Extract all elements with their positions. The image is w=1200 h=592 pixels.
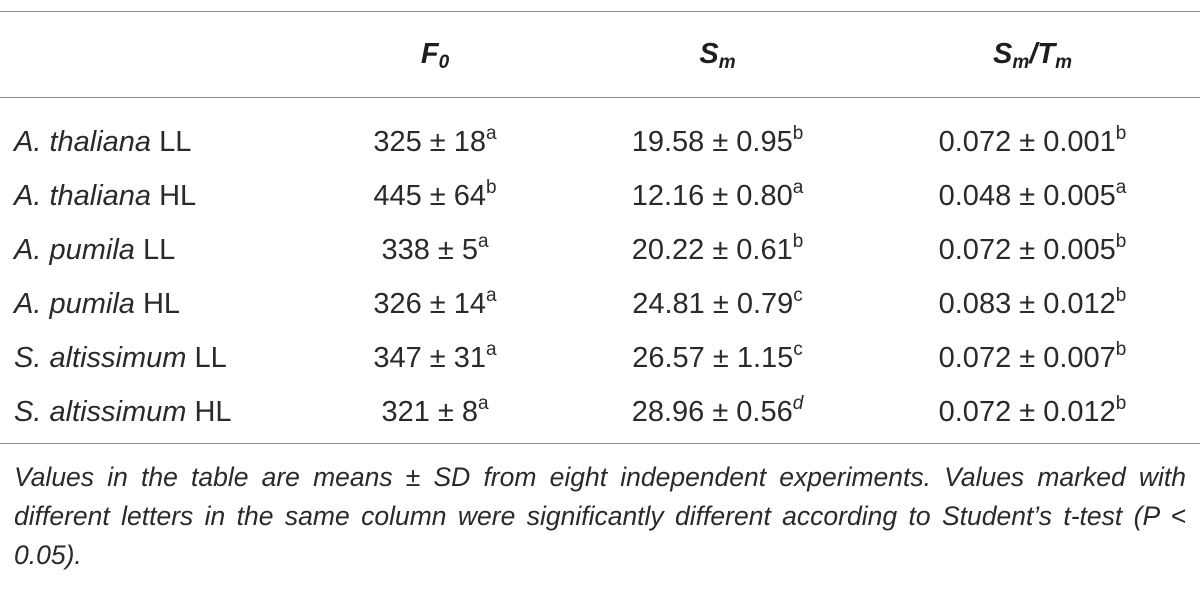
cell-f0: 326 ± 14a bbox=[373, 284, 497, 320]
row-label: A. pumila LL bbox=[0, 223, 300, 277]
cell-sm-tm: 0.083 ± 0.012b bbox=[938, 284, 1127, 320]
table-bottom-rule bbox=[0, 443, 1200, 444]
light-condition: HL bbox=[142, 287, 181, 320]
table-footnote: Values in the table are means ± SD from … bbox=[14, 462, 1186, 570]
cell-sm-tm: 0.048 ± 0.005a bbox=[938, 176, 1127, 212]
table-top-rule bbox=[0, 11, 1200, 12]
cell-sm-tm: 0.072 ± 0.012b bbox=[938, 392, 1127, 428]
light-condition: LL bbox=[142, 233, 176, 266]
table-row: A. pumila HL 326 ± 14a 24.81 ± 0.79c 0.0… bbox=[0, 277, 1200, 331]
cell-f0: 338 ± 5a bbox=[381, 230, 489, 266]
cell-sm: 28.96 ± 0.56d bbox=[631, 392, 804, 428]
cell-f0: 347 ± 31a bbox=[373, 338, 497, 374]
header-sm-tm: Sm/Tm bbox=[993, 38, 1072, 73]
table-row: S. altissimum HL 321 ± 8a 28.96 ± 0.56d … bbox=[0, 385, 1200, 439]
light-condition: HL bbox=[159, 179, 197, 212]
table-row: A. thaliana LL 325 ± 18a 19.58 ± 0.95b 0… bbox=[0, 97, 1200, 169]
light-condition: HL bbox=[194, 395, 232, 428]
table-header-rule bbox=[0, 97, 1200, 98]
species-name: S. altissimum bbox=[14, 395, 187, 428]
data-table: F0 Sm Sm/Tm A. thaliana LL 325 ± 18a 19.… bbox=[0, 12, 1200, 439]
cell-f0: 325 ± 18a bbox=[373, 122, 497, 158]
table-row: S. altissimum LL 347 ± 31a 26.57 ± 1.15c… bbox=[0, 331, 1200, 385]
table-row: A. thaliana HL 445 ± 64b 12.16 ± 0.80a 0… bbox=[0, 169, 1200, 223]
species-name: A. pumila bbox=[14, 287, 135, 320]
cell-sm: 20.22 ± 0.61b bbox=[631, 230, 804, 266]
cell-sm: 26.57 ± 1.15c bbox=[632, 338, 803, 374]
cell-sm: 19.58 ± 0.95b bbox=[631, 122, 804, 158]
species-name: A. pumila bbox=[14, 233, 135, 266]
header-sm: Sm bbox=[699, 38, 736, 73]
cell-sm: 24.81 ± 0.79c bbox=[632, 284, 803, 320]
species-name: A. thaliana bbox=[14, 179, 152, 212]
cell-sm-tm: 0.072 ± 0.007b bbox=[938, 338, 1127, 374]
row-label: A. pumila HL bbox=[0, 277, 300, 331]
header-f0: F0 bbox=[420, 38, 450, 73]
table-row: A. pumila LL 338 ± 5a 20.22 ± 0.61b 0.07… bbox=[0, 223, 1200, 277]
row-label: A. thaliana HL bbox=[0, 169, 300, 223]
species-name: A. thaliana bbox=[14, 125, 152, 158]
light-condition: LL bbox=[159, 125, 192, 158]
cell-sm-tm: 0.072 ± 0.001b bbox=[938, 122, 1127, 158]
species-name: S. altissimum bbox=[14, 341, 187, 374]
cell-f0: 321 ± 8a bbox=[381, 392, 489, 428]
row-label: S. altissimum LL bbox=[0, 331, 300, 385]
row-label: A. thaliana LL bbox=[0, 97, 300, 169]
header-row: F0 Sm Sm/Tm bbox=[0, 12, 1200, 97]
row-label: S. altissimum HL bbox=[0, 385, 300, 439]
light-condition: LL bbox=[194, 341, 227, 374]
cell-sm-tm: 0.072 ± 0.005b bbox=[938, 230, 1127, 266]
header-empty bbox=[0, 12, 300, 97]
cell-f0: 445 ± 64b bbox=[373, 176, 497, 212]
cell-sm: 12.16 ± 0.80a bbox=[631, 176, 804, 212]
